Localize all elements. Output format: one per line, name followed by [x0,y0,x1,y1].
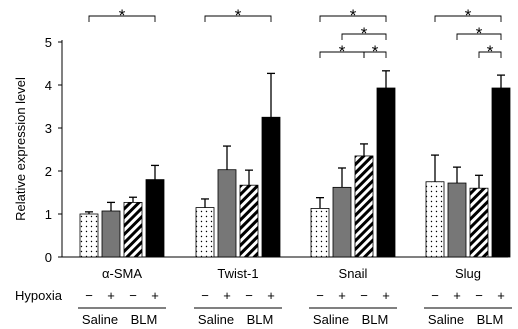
category-label: Slug [455,266,481,281]
hypoxia-sign: − [85,288,93,303]
bar [195,207,215,258]
bar [310,208,330,258]
y-tick-label: 1 [45,207,52,222]
hypoxia-sign: + [497,288,505,303]
hypoxia-sign: + [453,288,461,303]
y-tick-label: 3 [45,121,52,136]
bar [332,186,352,258]
significance-star: * [339,42,346,61]
category-label: Twist-1 [217,266,258,281]
bar [376,87,396,258]
blm-label: BLM [477,312,504,327]
significance-star: * [361,24,368,43]
significance-bracket [341,33,387,40]
blm-label: BLM [247,312,274,327]
significance-bracket [363,51,387,58]
significance-bracket [319,15,387,22]
significance-star: * [350,6,357,25]
hypoxia-sign: + [338,288,346,303]
hypoxia-sign: + [267,288,275,303]
saline-label: Saline [313,312,349,327]
category-label: α-SMA [102,266,142,281]
hypoxia-sign: + [107,288,115,303]
significance-markers: * * *** **** [88,6,502,61]
significance-star: * [119,6,126,25]
bar [123,201,143,258]
hypoxia-sign: − [475,288,483,303]
bar [469,187,489,258]
blm-label: BLM [131,312,158,327]
hypoxia-sign: + [151,288,159,303]
hypoxia-sign: + [382,288,390,303]
y-tick-label: 4 [45,78,52,93]
bar [101,210,121,258]
blm-label: BLM [362,312,389,327]
significance-star: * [372,42,379,61]
hypoxia-row-label: Hypoxia [15,288,63,303]
bar [145,179,165,258]
significance-star: * [487,42,494,61]
hypoxia-sign: + [223,288,231,303]
significance-bracket [478,51,502,58]
bar [425,181,445,258]
hypoxia-sign: − [245,288,253,303]
significance-star: * [476,24,483,43]
bar [79,213,99,258]
bar [447,182,467,258]
hypoxia-sign: − [431,288,439,303]
hypoxia-sign: − [129,288,137,303]
bar [261,116,281,258]
significance-bracket [88,15,156,22]
hypoxia-sign: − [316,288,324,303]
y-tick-label: 0 [45,250,52,265]
significance-star: * [235,6,242,25]
significance-bracket [204,15,272,22]
bar [354,155,374,258]
category-label: Snail [339,266,368,281]
hypoxia-sign: − [360,288,368,303]
bars [79,70,511,258]
bar [239,184,259,258]
saline-label: Saline [198,312,234,327]
hypoxia-sign: − [201,288,209,303]
saline-label: Saline [428,312,464,327]
saline-label: Saline [82,312,118,327]
y-tick-label: 5 [45,35,52,50]
significance-bracket [456,33,502,40]
significance-star: * [465,6,472,25]
significance-bracket [434,15,502,22]
bar [217,169,237,258]
bar [491,87,511,258]
y-tick-label: 2 [45,164,52,179]
y-axis-label: Relative expression level [13,77,28,221]
